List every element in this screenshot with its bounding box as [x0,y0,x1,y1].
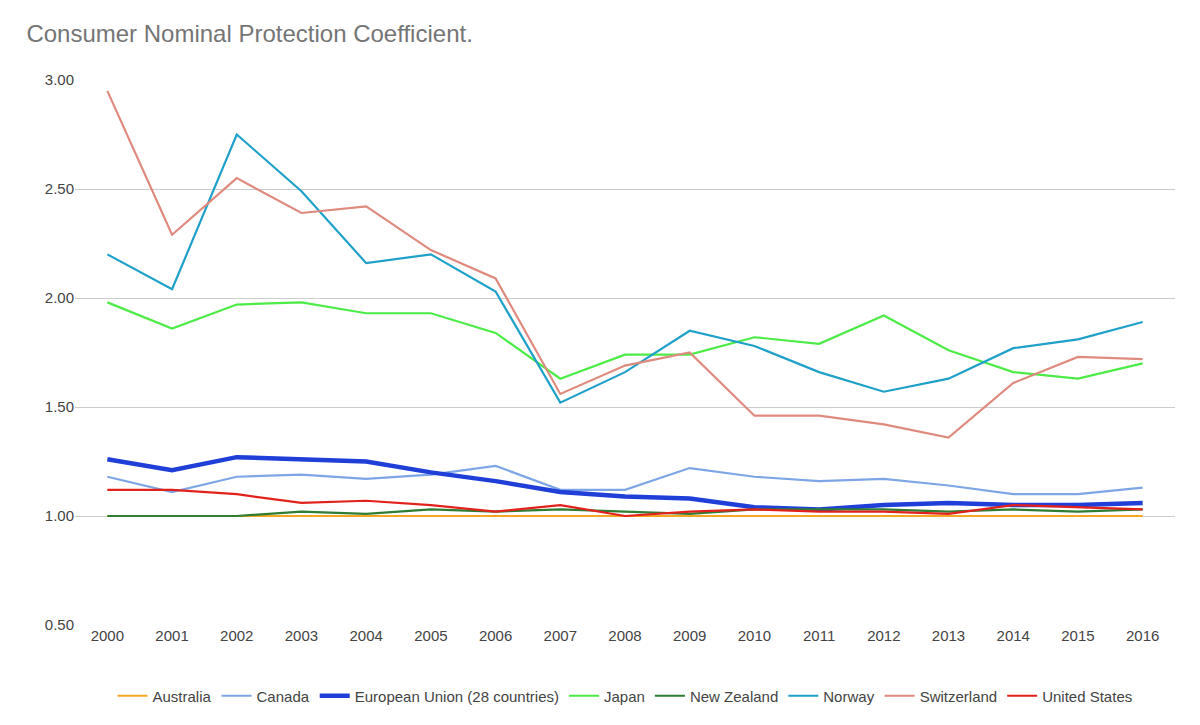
svg-text:1.00: 1.00 [45,507,74,524]
svg-text:2012: 2012 [867,627,900,644]
svg-text:2.00: 2.00 [45,289,74,306]
svg-text:2002: 2002 [220,627,253,644]
svg-text:Consumer Nominal Protection Co: Consumer Nominal Protection Coefficient. [26,20,472,47]
svg-text:Norway: Norway [823,688,874,705]
svg-text:Canada: Canada [257,688,310,705]
svg-text:New Zealand: New Zealand [690,688,778,705]
svg-text:United States: United States [1042,688,1132,705]
svg-text:2.50: 2.50 [45,180,74,197]
svg-text:2014: 2014 [997,627,1030,644]
svg-text:2001: 2001 [155,627,188,644]
svg-text:2007: 2007 [544,627,577,644]
svg-text:0.50: 0.50 [45,616,74,633]
svg-text:2011: 2011 [803,627,835,644]
svg-text:2006: 2006 [479,627,512,644]
svg-text:2015: 2015 [1061,627,1094,644]
svg-text:Australia: Australia [153,688,212,705]
svg-text:2004: 2004 [349,627,382,644]
svg-text:2013: 2013 [932,627,965,644]
svg-text:2000: 2000 [91,627,124,644]
svg-text:European Union (28 countries): European Union (28 countries) [355,688,559,705]
svg-text:2009: 2009 [673,627,706,644]
svg-text:Japan: Japan [604,688,645,705]
svg-text:2016: 2016 [1126,627,1159,644]
svg-text:3.00: 3.00 [45,71,74,88]
svg-text:2010: 2010 [738,627,771,644]
svg-text:1.50: 1.50 [45,398,74,415]
svg-text:2005: 2005 [414,627,447,644]
svg-text:Switzerland: Switzerland [920,688,998,705]
svg-text:2003: 2003 [285,627,318,644]
svg-text:2008: 2008 [608,627,641,644]
